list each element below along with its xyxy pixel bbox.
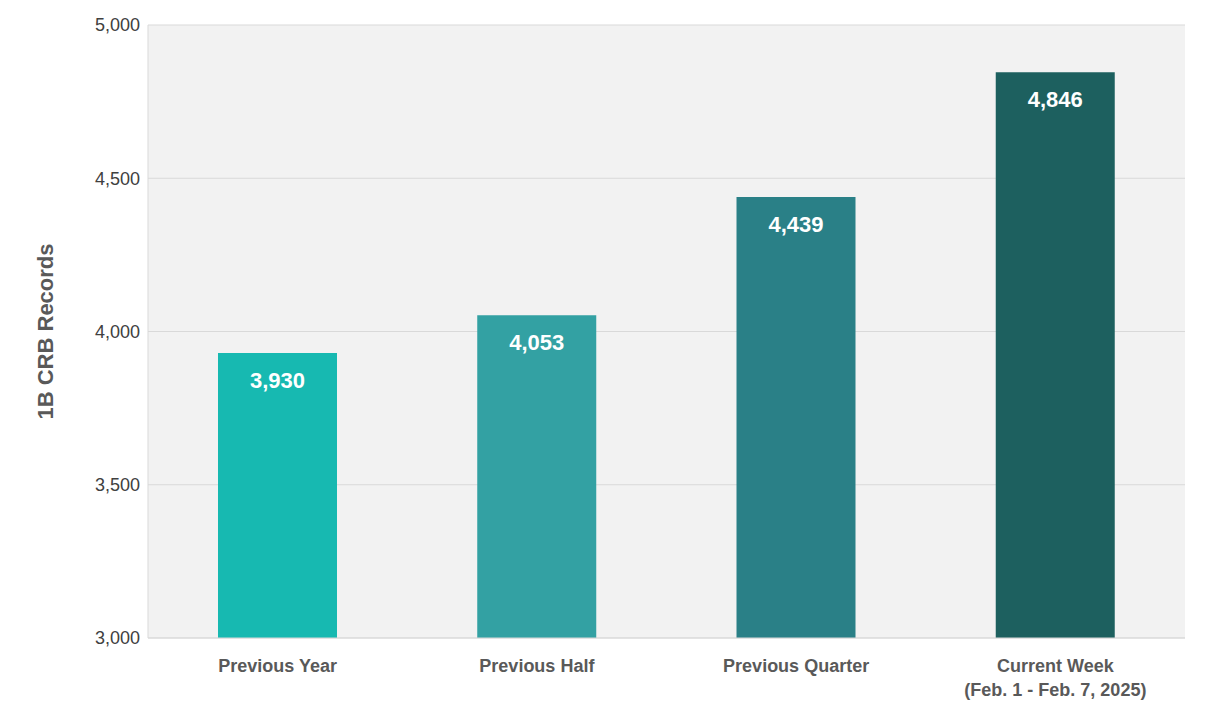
svg-text:Previous Half: Previous Half <box>479 656 595 676</box>
svg-text:3,000: 3,000 <box>95 628 140 648</box>
svg-text:4,053: 4,053 <box>509 330 564 355</box>
svg-text:4,846: 4,846 <box>1028 87 1083 112</box>
svg-text:Current Week(Feb. 1 - Feb. 7,: Current Week(Feb. 1 - Feb. 7, 2025) <box>964 656 1146 700</box>
svg-text:1B CRB Records: 1B CRB Records <box>33 243 58 419</box>
svg-text:4,500: 4,500 <box>95 169 140 189</box>
svg-text:3,500: 3,500 <box>95 475 140 495</box>
svg-text:4,439: 4,439 <box>768 212 823 237</box>
svg-text:Previous Quarter: Previous Quarter <box>723 656 869 676</box>
svg-text:4,000: 4,000 <box>95 322 140 342</box>
svg-text:Previous Year: Previous Year <box>218 656 337 676</box>
svg-text:5,000: 5,000 <box>95 15 140 35</box>
svg-text:3,930: 3,930 <box>250 368 305 393</box>
